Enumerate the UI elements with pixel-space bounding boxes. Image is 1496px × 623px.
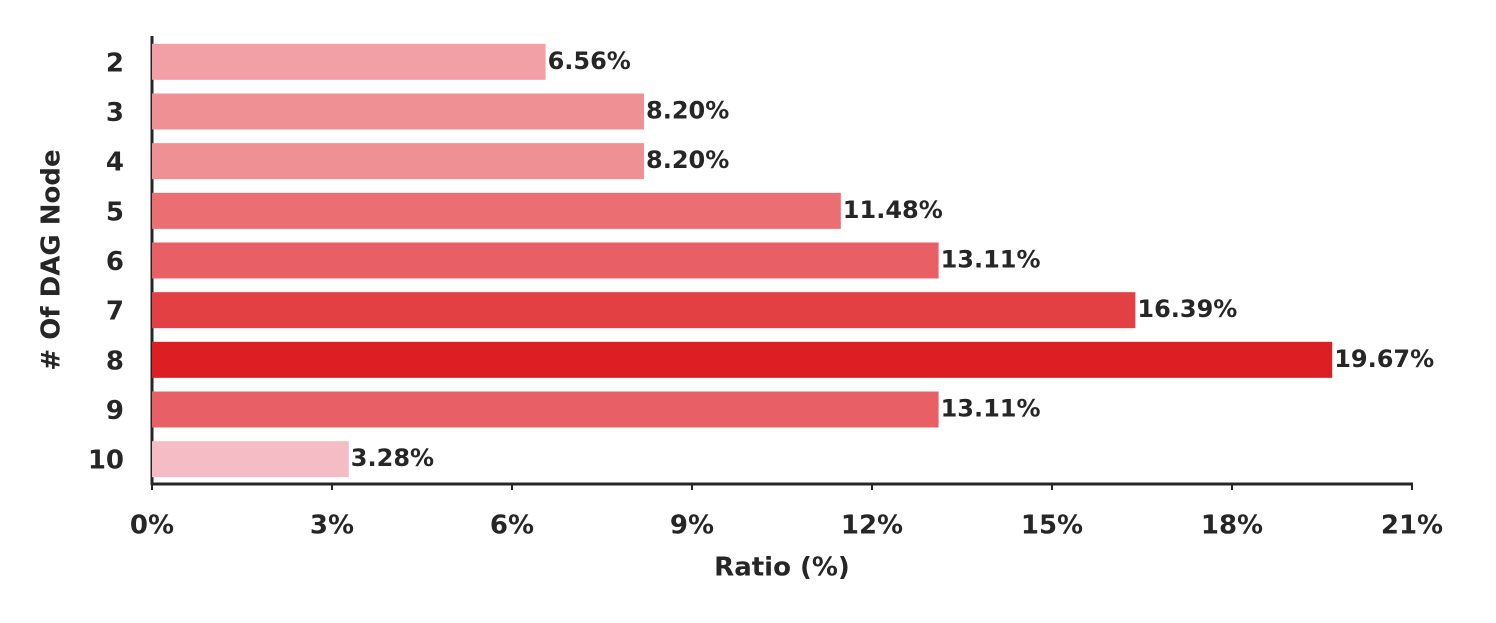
x-tick-label: 6% bbox=[490, 511, 534, 541]
x-tick-label: 18% bbox=[1201, 511, 1263, 541]
y-axis-label: # Of DAG Node bbox=[37, 149, 67, 370]
y-tick-label: 3 bbox=[106, 98, 124, 128]
y-tick-label: 2 bbox=[106, 48, 124, 78]
value-label: 13.11% bbox=[941, 395, 1041, 423]
x-tick-label: 9% bbox=[670, 511, 714, 541]
y-tick-label: 6 bbox=[106, 247, 124, 277]
value-label: 19.67% bbox=[1334, 345, 1434, 373]
value-label: 8.20% bbox=[646, 146, 729, 174]
bar bbox=[152, 292, 1136, 329]
bar bbox=[152, 93, 644, 130]
bar bbox=[152, 143, 644, 180]
bar bbox=[152, 391, 939, 428]
bar bbox=[152, 192, 841, 229]
value-label: 16.39% bbox=[1137, 295, 1237, 323]
value-label: 3.28% bbox=[351, 444, 434, 472]
bar bbox=[152, 242, 939, 279]
value-label: 11.48% bbox=[843, 196, 943, 224]
value-label: 6.56% bbox=[548, 47, 631, 75]
x-tick-label: 21% bbox=[1381, 511, 1443, 541]
y-tick-label: 10 bbox=[88, 446, 124, 476]
value-label: 13.11% bbox=[941, 246, 1041, 274]
x-tick-label: 15% bbox=[1021, 511, 1083, 541]
x-tick-label: 0% bbox=[130, 511, 174, 541]
bar bbox=[152, 341, 1333, 378]
y-tick-label: 9 bbox=[106, 396, 124, 426]
x-tick-label: 3% bbox=[310, 511, 354, 541]
bar bbox=[152, 43, 546, 80]
x-tick-label: 12% bbox=[841, 511, 903, 541]
y-tick-label: 5 bbox=[106, 197, 124, 227]
y-tick-label: 7 bbox=[106, 297, 124, 327]
bar bbox=[152, 441, 349, 478]
y-tick-label: 8 bbox=[106, 346, 124, 376]
value-label: 8.20% bbox=[646, 97, 729, 125]
y-tick-label: 4 bbox=[106, 148, 124, 178]
x-axis-label: Ratio (%) bbox=[714, 553, 850, 583]
